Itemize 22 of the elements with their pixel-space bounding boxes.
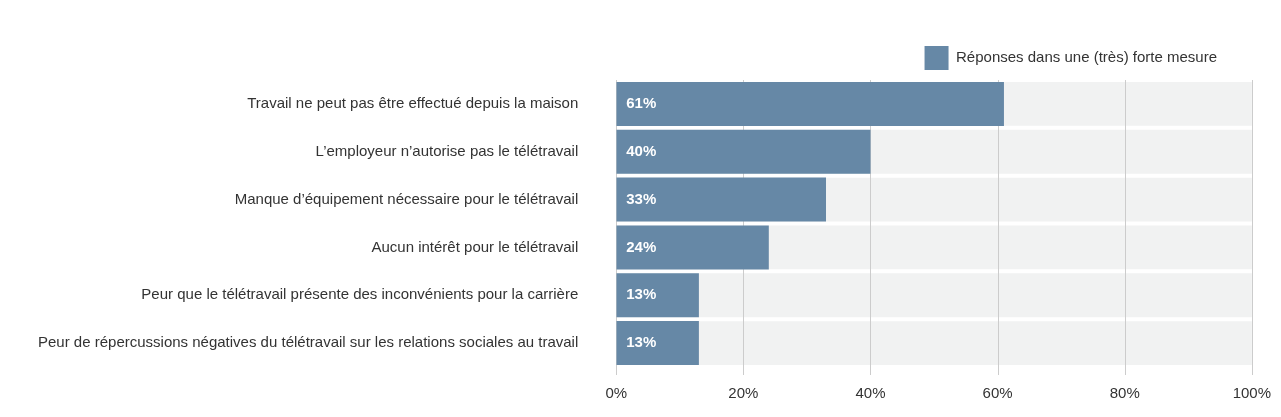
bar xyxy=(616,321,699,366)
data-label: 33% xyxy=(626,189,657,207)
y-tick-label: Aucun intérêt pour le télétravail xyxy=(371,237,579,255)
data-label: 40% xyxy=(626,141,657,159)
data-label: 24% xyxy=(626,237,657,255)
data-label: 13% xyxy=(626,333,657,351)
y-tick-label: Peur de répercussions négatives du télétravail sur les relations sociales au travail xyxy=(38,333,579,351)
data-label: 61% xyxy=(626,94,657,112)
legend-label: Réponses dans une (très) forte mesure xyxy=(956,48,1218,66)
data-label: 13% xyxy=(626,285,657,303)
x-tick-label: 0% xyxy=(605,384,628,402)
bar xyxy=(616,225,769,270)
x-tick-label: 80% xyxy=(1109,384,1140,402)
bar xyxy=(616,273,699,318)
y-tick-label: L’employeur n’autorise pas le télétravail xyxy=(315,141,579,159)
x-tick-label: 60% xyxy=(982,384,1013,402)
y-tick-label: Peur que le télétravail présente des inconvénients pour la carrière xyxy=(141,285,579,303)
x-tick-label: 40% xyxy=(855,384,886,402)
x-tick-label: 100% xyxy=(1232,384,1272,402)
y-tick-label: Manque d’équipement nécessaire pour le télétravail xyxy=(234,189,579,207)
x-tick-label: 20% xyxy=(728,384,759,402)
y-tick-label: Travail ne peut pas être effectué depuis la maison xyxy=(247,94,579,112)
